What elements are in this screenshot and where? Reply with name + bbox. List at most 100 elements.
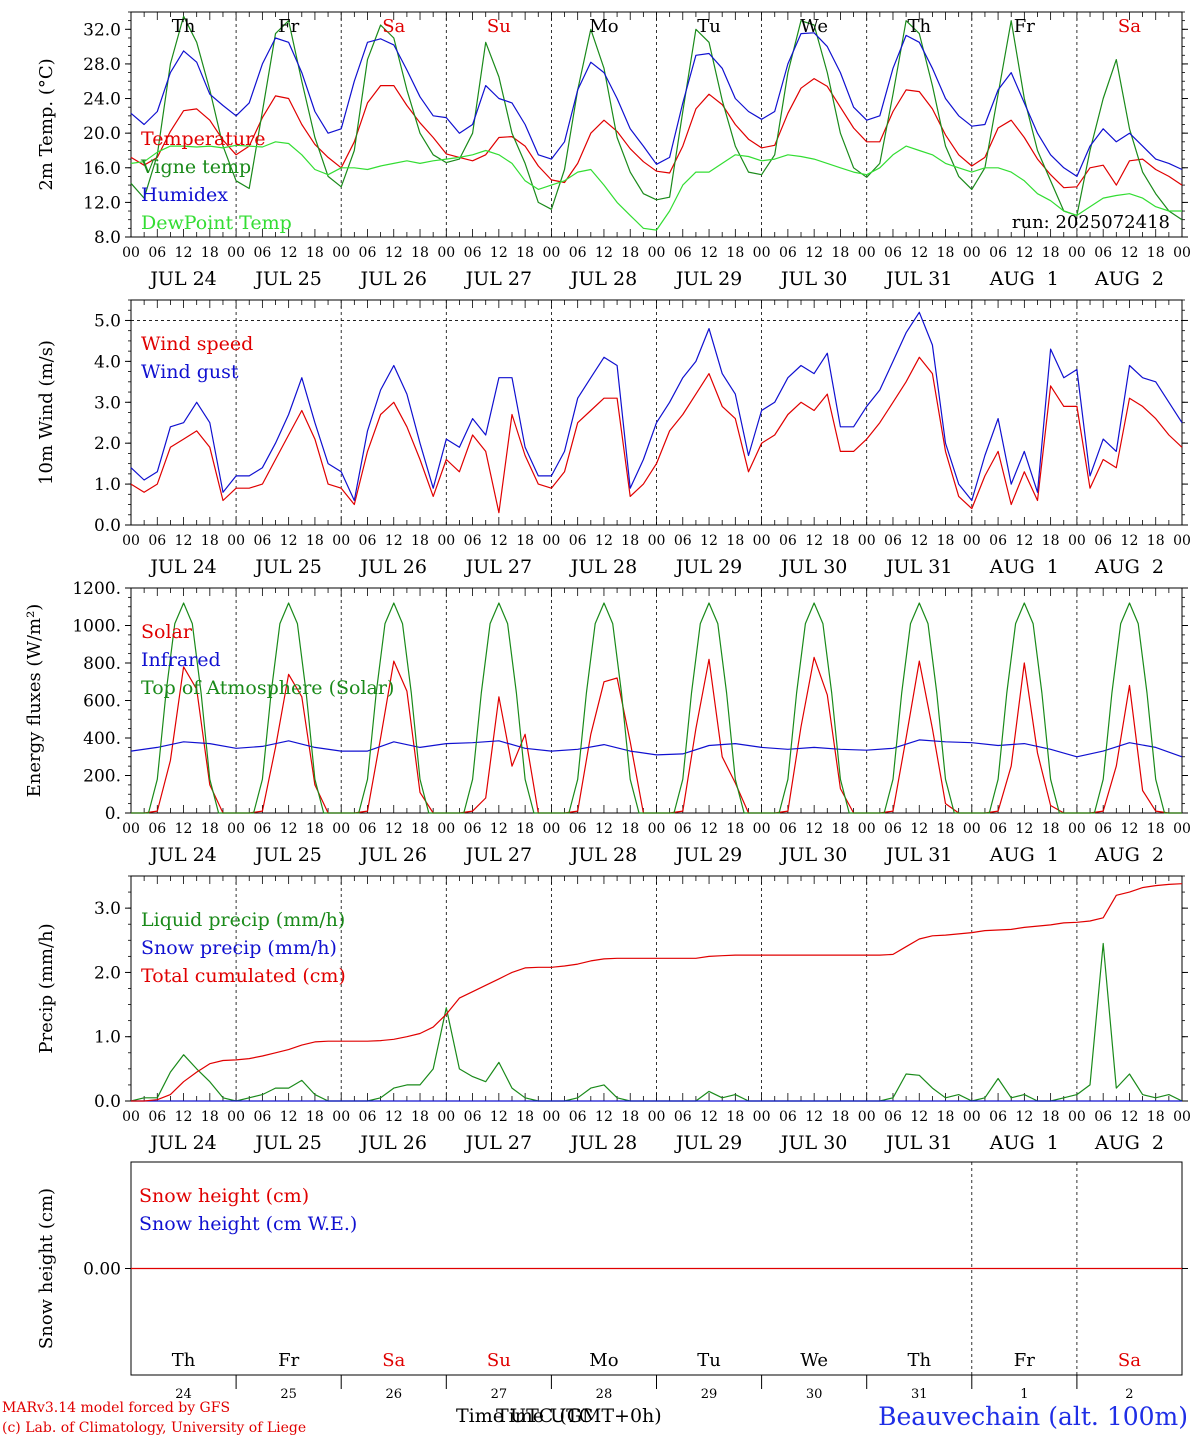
hour-tick-label: 18 — [411, 245, 429, 261]
hour-tick-label: 00 — [332, 1109, 350, 1125]
hour-tick-label: 06 — [674, 533, 692, 549]
hour-tick-label: 00 — [1068, 533, 1086, 549]
hour-tick-label: 06 — [569, 1109, 587, 1125]
hour-tick-label: 18 — [726, 821, 744, 837]
hour-tick-label: 18 — [201, 245, 219, 261]
hour-tick-label: 06 — [359, 245, 377, 261]
day-number-label: 25 — [280, 1387, 297, 1402]
hour-tick-label: 00 — [753, 533, 771, 549]
day-abbr-label: We — [800, 1350, 828, 1371]
hour-tick-label: 06 — [148, 821, 166, 837]
day-abbr-label: Fr — [278, 1350, 299, 1371]
day-number-label: 29 — [701, 1387, 718, 1402]
day-number-label: 26 — [385, 1387, 402, 1402]
hour-tick-label: 12 — [1121, 821, 1139, 837]
hour-tick-label: 18 — [937, 1109, 955, 1125]
y-tick-label: 5.0 — [94, 311, 121, 331]
hour-tick-label: 18 — [726, 533, 744, 549]
hour-tick-label: 12 — [385, 821, 403, 837]
hour-tick-label: 12 — [385, 1109, 403, 1125]
day-number-label: 24 — [175, 1387, 192, 1402]
hour-tick-label: 06 — [359, 1109, 377, 1125]
hour-tick-label: 18 — [1042, 1109, 1060, 1125]
date-label: JUL 31 — [884, 556, 952, 578]
hour-tick-label: 12 — [700, 1109, 718, 1125]
hour-tick-label: 18 — [306, 821, 324, 837]
hour-tick-label: 00 — [648, 245, 666, 261]
panel-3: 0. 200. 400. 600. 800. 1000. 1200. Energy fluxe… — [24, 579, 1191, 866]
hour-tick-label: 00 — [648, 821, 666, 837]
hour-tick-label: 06 — [779, 821, 797, 837]
date-label: AUG 1 — [989, 556, 1059, 578]
day-abbr-label: Th — [172, 16, 196, 37]
hour-tick-label: 06 — [884, 245, 902, 261]
day-abbr-label: We — [800, 16, 828, 37]
legend-entry: Solar — [141, 621, 193, 643]
legend-entry: Liquid precip (mm/h) — [141, 909, 345, 931]
hour-tick-label: 12 — [805, 533, 823, 549]
y-axis-label: Energy fluxes (W/m²) — [24, 604, 45, 798]
hour-tick-label: 00 — [858, 245, 876, 261]
legend-entry: Top of Atmosphere (Solar) — [141, 677, 394, 699]
hour-tick-label: 12 — [280, 1109, 298, 1125]
hour-tick-label: 00 — [437, 245, 455, 261]
y-tick-label: 0. — [105, 804, 121, 824]
hour-tick-label: 12 — [1015, 245, 1033, 261]
hour-tick-label: 06 — [464, 1109, 482, 1125]
hour-tick-label: 12 — [280, 821, 298, 837]
panel-1: 8.0 12.0 16.0 20.0 24.0 28.0 32.0 2m Temp. (°C)… — [36, 11, 1191, 290]
legend-entry: Total cumulated (cm) — [141, 965, 346, 987]
day-number-label: 2 — [1125, 1387, 1133, 1402]
hour-tick-label: 18 — [201, 1109, 219, 1125]
hour-tick-label: 12 — [910, 821, 928, 837]
date-label: JUL 25 — [253, 268, 321, 290]
plot-frame — [130, 587, 1183, 814]
hour-tick-label: 06 — [569, 821, 587, 837]
hour-tick-label: 00 — [542, 533, 560, 549]
hour-tick-label: 00 — [122, 1109, 140, 1125]
hour-tick-label: 00 — [227, 1109, 245, 1125]
date-label: AUG 2 — [1094, 844, 1164, 866]
hour-tick-label: 06 — [1094, 821, 1112, 837]
day-abbr-label: Tu — [697, 16, 721, 37]
hour-tick-label: 00 — [542, 245, 560, 261]
y-tick-label: 16.0 — [83, 159, 121, 179]
date-label: JUL 28 — [569, 556, 637, 578]
hour-tick-label: 12 — [700, 821, 718, 837]
date-label: JUL 26 — [359, 556, 427, 578]
date-label: JUL 26 — [359, 844, 427, 866]
hour-tick-label: 12 — [385, 245, 403, 261]
series-line-wind-speed — [130, 356, 1183, 514]
date-label: AUG 2 — [1094, 1132, 1164, 1154]
series-line-infrared — [130, 739, 1183, 758]
hour-tick-label: 00 — [1068, 245, 1086, 261]
hour-tick-label: 12 — [595, 533, 613, 549]
legend-entry: DewPoint Temp — [141, 212, 292, 234]
y-tick-label: 2.0 — [94, 434, 121, 454]
y-tick-label: 0.0 — [94, 1092, 121, 1112]
hour-tick-label: 18 — [411, 1109, 429, 1125]
hour-tick-label: 18 — [201, 533, 219, 549]
day-abbr-label: Sa — [382, 1350, 405, 1371]
lab-credit: (c) Lab. of Climatology, University of L… — [2, 1420, 307, 1436]
hour-tick-label: 12 — [490, 245, 508, 261]
hour-tick-label: 12 — [175, 533, 193, 549]
series-line-top-of-atmosphere-solar — [131, 602, 1182, 814]
time-axis-label: Time UTC (GMT+0h) Time UTC — [456, 1405, 662, 1427]
legend-entry: Infrared — [141, 649, 221, 671]
hour-tick-label: 12 — [175, 1109, 193, 1125]
hour-tick-label: 00 — [1173, 1109, 1191, 1125]
hour-tick-label: 18 — [411, 533, 429, 549]
date-label: JUL 24 — [148, 844, 216, 866]
y-tick-label: 3.0 — [94, 899, 121, 919]
hour-tick-label: 00 — [227, 245, 245, 261]
hour-tick-label: 06 — [148, 533, 166, 549]
series-line-vigne-temp — [130, 15, 1183, 221]
hour-tick-label: 12 — [1121, 533, 1139, 549]
hour-tick-label: 12 — [280, 245, 298, 261]
day-abbr-label: Su — [487, 16, 511, 37]
date-label: AUG 1 — [989, 844, 1059, 866]
hour-tick-label: 00 — [858, 821, 876, 837]
y-axis-label: Precip (mm/h) — [36, 923, 57, 1053]
